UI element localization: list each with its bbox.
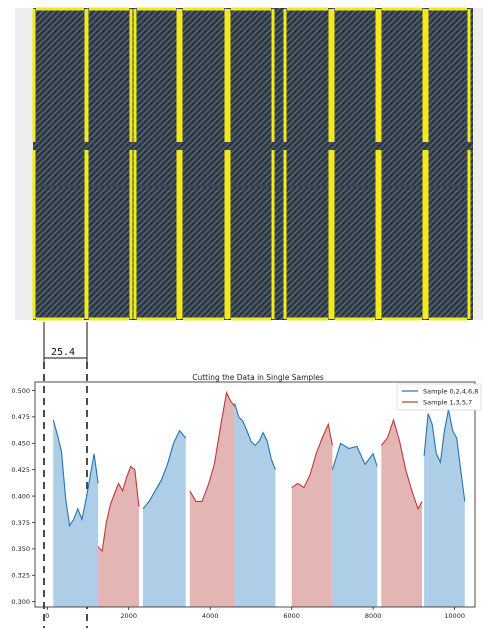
sample-outline: [32, 7, 88, 321]
area-fill-blue: [234, 403, 276, 607]
legend-label-red: Sample 1,3,5,7: [423, 399, 472, 407]
sample-outline: [378, 7, 426, 321]
carbon-fiber-panel: [33, 8, 473, 320]
sample-outline: [425, 7, 471, 321]
axes-frame: [34, 381, 476, 608]
area-fills: [53, 392, 465, 607]
sample-outline: [179, 7, 228, 321]
series-line-blue: [423, 409, 466, 502]
y-tick-label: 0.375: [11, 519, 30, 527]
y-tick-label: 0.325: [11, 572, 30, 580]
y-tick-label: 0.350: [11, 545, 30, 553]
legend-box: [396, 383, 482, 411]
x-tick-label: 4000: [202, 612, 219, 620]
series-line-red: [291, 422, 333, 489]
x-tick-label: 0: [45, 612, 49, 620]
x-tick-label: 2000: [120, 612, 137, 620]
sample-outline: [227, 7, 275, 321]
area-fill-red: [381, 420, 422, 607]
area-fill-blue: [424, 409, 465, 607]
x-axis: 0 2000 4000 6000 8000 10000: [45, 607, 465, 620]
chart-title: Cutting the Data in Single Samples: [192, 373, 324, 382]
area-fill-red: [291, 424, 333, 607]
sample-outline: [283, 7, 332, 321]
y-tick-label: 0.475: [11, 413, 30, 421]
y-tick-label: 0.425: [11, 466, 30, 474]
area-fill-red: [189, 392, 235, 607]
x-tick-label: 8000: [365, 612, 382, 620]
y-tick-label: 0.400: [11, 492, 30, 500]
series-line-blue: [234, 402, 276, 470]
dimension-label: 25.4: [51, 347, 75, 358]
x-tick-label: 10000: [444, 612, 465, 620]
samples-chart: Cutting the Data in Single Samples 0.300…: [11, 373, 482, 620]
area-fill-blue: [143, 430, 186, 607]
series-line-blue: [142, 429, 187, 510]
y-tick-label: 0.300: [11, 598, 30, 606]
series-lines: [52, 390, 466, 553]
area-fill-blue: [332, 443, 378, 607]
series-line-red: [97, 465, 140, 553]
sample-outline: [85, 7, 133, 321]
y-axis: 0.300 0.325 0.350 0.375 0.400 0.425 0.450 0.475…: [11, 387, 35, 606]
series-line-red: [189, 390, 236, 502]
area-fill-red: [98, 466, 139, 607]
sample-outline: [133, 7, 180, 321]
legend-label-blue: Sample 0,2,4,6,8: [423, 388, 478, 396]
series-line-blue: [331, 442, 378, 470]
sample-outline: [331, 7, 379, 321]
area-fill-blue: [53, 420, 99, 607]
sample-outlines: [32, 7, 471, 321]
series-line-blue: [52, 419, 99, 528]
y-tick-label: 0.450: [11, 440, 30, 448]
legend: Sample 0,2,4,6,8 Sample 1,3,5,7: [396, 383, 482, 411]
composite-panel-photo: [15, 7, 483, 321]
x-tick-label: 6000: [283, 612, 300, 620]
series-line-red: [380, 418, 423, 511]
y-tick-label: 0.500: [11, 387, 30, 395]
